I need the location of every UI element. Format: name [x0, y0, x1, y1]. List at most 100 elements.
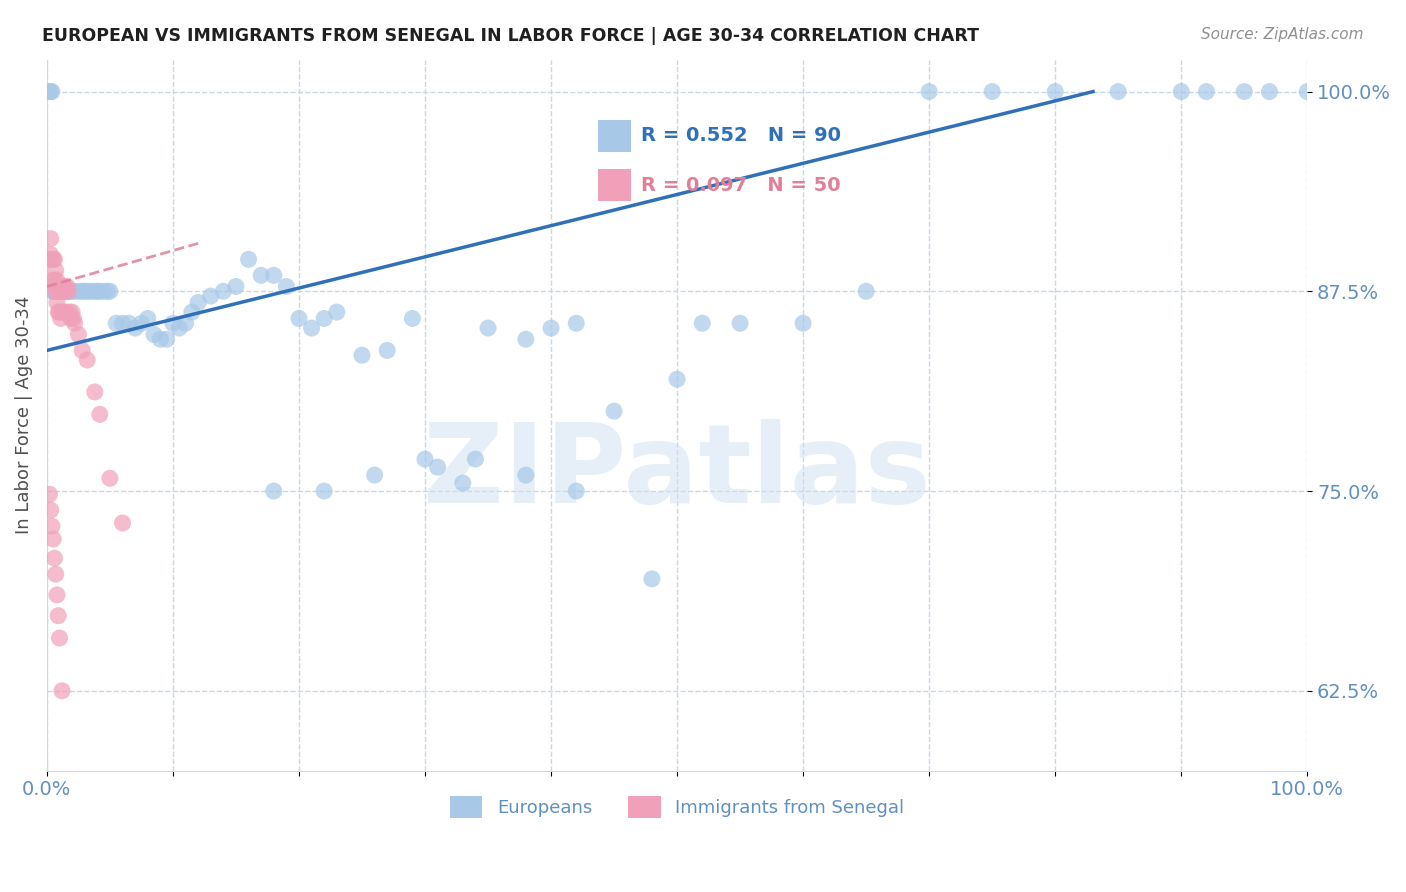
Point — [55, 285, 77, 299]
Point — [45, 285, 67, 299]
Point — [46, 273, 69, 287]
Point — [41, 519, 63, 533]
Point — [225, 279, 247, 293]
Point — [39, 231, 62, 245]
Point — [413, 452, 436, 467]
Point — [83, 285, 105, 299]
Point — [39, 85, 62, 99]
Point — [56, 279, 79, 293]
Point — [76, 353, 98, 368]
Point — [451, 476, 474, 491]
Point — [51, 305, 73, 319]
Point — [70, 285, 93, 299]
Point — [38, 487, 60, 501]
Point — [44, 273, 66, 287]
Point — [49, 285, 72, 299]
Point — [46, 608, 69, 623]
Point — [666, 372, 689, 386]
Point — [39, 247, 62, 261]
Point — [350, 348, 373, 362]
Point — [48, 285, 70, 299]
Point — [690, 316, 713, 330]
Point — [63, 285, 86, 299]
Point — [288, 311, 311, 326]
Legend: Europeans, Immigrants from Senegal: Europeans, Immigrants from Senegal — [443, 789, 911, 826]
Point — [45, 285, 67, 299]
Point — [55, 285, 77, 299]
Point — [156, 332, 179, 346]
Point — [45, 567, 67, 582]
Point — [73, 285, 96, 299]
Point — [46, 285, 69, 299]
Point — [46, 295, 69, 310]
Point — [44, 285, 66, 299]
Point — [46, 305, 69, 319]
Point — [48, 305, 70, 319]
Point — [38, 252, 60, 267]
Point — [301, 321, 323, 335]
Point — [52, 279, 75, 293]
Point — [1170, 85, 1192, 99]
Point — [41, 273, 63, 287]
Point — [58, 305, 80, 319]
Y-axis label: In Labor Force | Age 30-34: In Labor Force | Age 30-34 — [15, 296, 32, 534]
Point — [1107, 85, 1129, 99]
Point — [67, 327, 90, 342]
Point — [149, 332, 172, 346]
Point — [263, 268, 285, 283]
Point — [111, 316, 134, 330]
Point — [46, 285, 69, 299]
Point — [60, 285, 83, 299]
Text: Source: ZipAtlas.com: Source: ZipAtlas.com — [1201, 27, 1364, 42]
Point — [83, 384, 105, 399]
Point — [136, 311, 159, 326]
Point — [143, 327, 166, 342]
Point — [62, 311, 84, 326]
Point — [540, 321, 562, 335]
Point — [105, 316, 128, 330]
Point — [118, 316, 141, 330]
Point — [162, 316, 184, 330]
Point — [42, 285, 65, 299]
Point — [1233, 85, 1256, 99]
Point — [515, 332, 537, 346]
Point — [111, 516, 134, 530]
Point — [52, 305, 75, 319]
Point — [58, 285, 80, 299]
Point — [792, 316, 814, 330]
Point — [51, 285, 73, 299]
Point — [93, 285, 115, 299]
Point — [464, 452, 486, 467]
Point — [426, 460, 449, 475]
Text: ZIPatlas: ZIPatlas — [423, 418, 931, 525]
Point — [58, 285, 80, 299]
Point — [80, 285, 103, 299]
Point — [124, 321, 146, 335]
Point — [263, 484, 285, 499]
Point — [45, 263, 67, 277]
Point — [70, 343, 93, 358]
Point — [51, 683, 73, 698]
Point — [58, 285, 80, 299]
Point — [565, 316, 588, 330]
Point — [44, 252, 66, 267]
Point — [60, 305, 83, 319]
Point — [375, 343, 398, 358]
Point — [48, 631, 70, 645]
Point — [86, 285, 108, 299]
Point — [981, 85, 1004, 99]
Point — [1043, 85, 1066, 99]
Point — [174, 316, 197, 330]
Point — [641, 572, 664, 586]
Bar — [598, 169, 631, 202]
Point — [1195, 85, 1218, 99]
Point — [276, 279, 298, 293]
Point — [56, 285, 79, 299]
Point — [42, 532, 65, 546]
Point — [42, 252, 65, 267]
Point — [39, 503, 62, 517]
Point — [46, 279, 69, 293]
Point — [363, 468, 385, 483]
Point — [41, 85, 63, 99]
Point — [515, 468, 537, 483]
